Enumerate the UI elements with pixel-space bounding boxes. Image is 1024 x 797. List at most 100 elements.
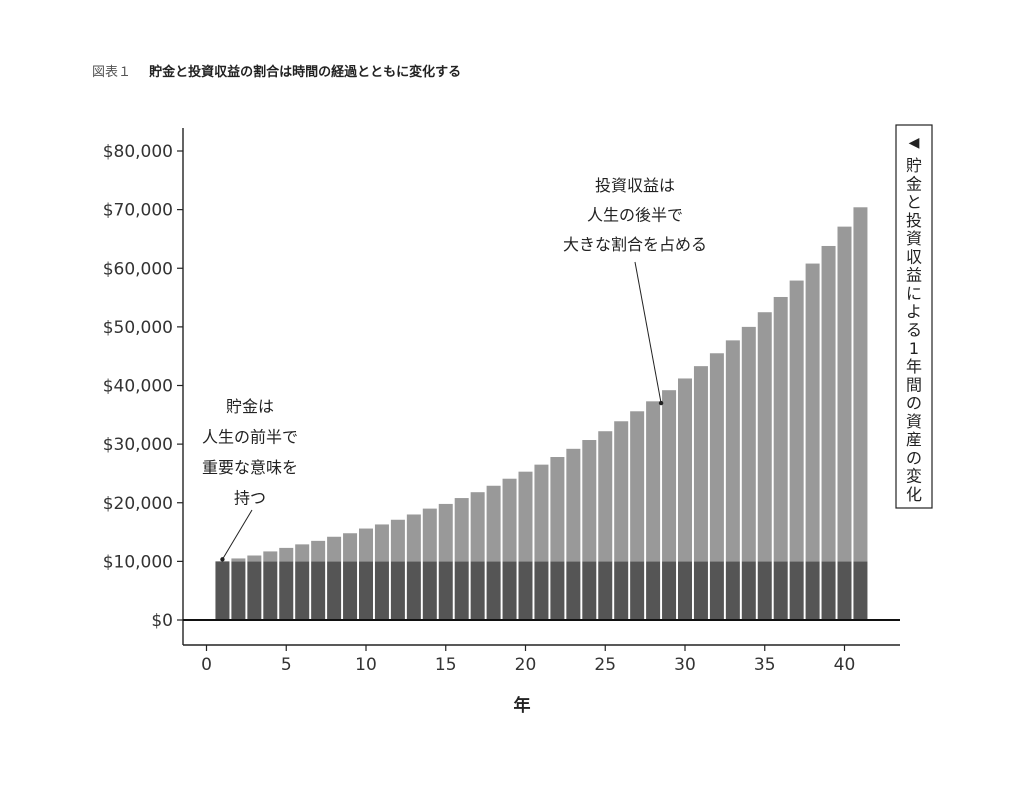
investment-bar [502, 478, 517, 562]
side-legend-char: 貯 [906, 156, 922, 175]
x-tick-label: 35 [754, 655, 776, 675]
investment-bar [454, 498, 469, 562]
annotation-text: 投資収益は人生の後半で大きな割合を占める [563, 176, 707, 254]
savings-bar [231, 561, 246, 621]
savings-bar [327, 561, 342, 621]
x-tick-label: 10 [355, 655, 377, 675]
investment-bar [390, 519, 405, 562]
savings-bar [630, 561, 645, 621]
investment-bar [247, 555, 262, 562]
savings-bar [534, 561, 549, 621]
savings-bar [390, 561, 405, 621]
side-legend-char: 資 [906, 229, 922, 248]
y-tick-label: $60,000 [103, 259, 173, 279]
savings-bar [741, 561, 756, 621]
side-legend-char: 益 [906, 266, 922, 285]
investment-bar [789, 280, 804, 562]
y-tick-label: $30,000 [103, 435, 173, 455]
investment-bar [725, 340, 740, 562]
savings-bar [279, 561, 294, 621]
annotation-leader-line [222, 509, 253, 560]
investment-bar [709, 353, 724, 562]
side-legend-char: 年 [906, 357, 922, 376]
savings-bar [709, 561, 724, 621]
y-tick-label: $0 [151, 611, 173, 631]
savings-bar [359, 561, 373, 621]
savings-bar [422, 561, 437, 621]
figure-title: 貯金と投資収益の割合は時間の経過とともに変化する [149, 65, 462, 80]
x-tick-label: 15 [435, 655, 457, 675]
savings-bar [757, 561, 772, 621]
side-legend-char: 化 [906, 485, 922, 504]
savings-bar [837, 561, 852, 621]
investment-bar [327, 536, 342, 562]
y-tick-label: $20,000 [103, 494, 173, 514]
savings-bar [438, 561, 453, 621]
savings-bar [470, 561, 485, 621]
savings-bar [678, 561, 692, 621]
investment-bar [693, 366, 708, 562]
side-legend-marker: ◀ [909, 135, 920, 151]
investment-bar [311, 540, 326, 562]
side-legend-char: る [906, 321, 922, 340]
side-legend-char: 金 [906, 174, 922, 193]
investment-bar [614, 421, 629, 562]
savings-bar [215, 561, 230, 621]
annotation-point [658, 400, 664, 406]
annotation-point [220, 557, 225, 562]
side-legend-char: の [906, 394, 922, 413]
investment-bar [438, 503, 453, 562]
side-legend-char: に [906, 284, 922, 303]
savings-bar [582, 561, 597, 621]
savings-bar [518, 561, 533, 621]
savings-bar [406, 561, 421, 621]
savings-bar [725, 561, 740, 621]
x-tick-label: 0 [201, 655, 212, 675]
investment-bar [662, 390, 677, 562]
savings-bar [614, 561, 629, 621]
bars-group [215, 207, 868, 621]
investment-bar [773, 296, 788, 562]
y-tick-label: $70,000 [103, 201, 173, 221]
y-tick-label: $80,000 [103, 142, 173, 162]
side-legend-char: よ [906, 302, 922, 321]
investment-bar [295, 544, 310, 562]
side-legend-char: 資 [906, 412, 922, 431]
savings-bar [789, 561, 804, 621]
y-tick-label: $10,000 [103, 552, 173, 572]
investment-bar [263, 551, 278, 562]
side-legend-box [895, 124, 933, 509]
investment-bar [470, 492, 485, 562]
savings-bar [662, 561, 677, 621]
x-tick-label: 25 [594, 655, 616, 675]
savings-bar [598, 561, 613, 621]
side-legend-char: 投 [906, 211, 922, 230]
investment-bar [837, 226, 852, 562]
savings-bar [263, 561, 278, 621]
investment-bar [598, 431, 613, 562]
investment-bar [343, 533, 358, 562]
annotation-leader-line [634, 261, 662, 404]
savings-bar [773, 561, 788, 621]
x-tick-label: 5 [281, 655, 292, 675]
investment-bar [422, 508, 437, 562]
side-legend-char: と [906, 193, 922, 212]
x-tick-label: 20 [515, 655, 537, 675]
investment-bar [646, 401, 661, 562]
investment-bar [534, 464, 549, 562]
investment-bar [741, 326, 756, 562]
savings-bar [374, 561, 389, 621]
savings-bar [311, 561, 326, 621]
savings-bar [502, 561, 517, 621]
investment-bar [374, 524, 389, 562]
savings-bar [853, 561, 868, 621]
investment-bar [821, 245, 836, 562]
y-tick-label: $40,000 [103, 377, 173, 397]
savings-bar [805, 561, 820, 621]
savings-bar [486, 561, 501, 621]
savings-bar [693, 561, 708, 621]
investment-bar [630, 411, 645, 562]
annotation-text: 貯金は人生の前半で重要な意味を持つ [202, 397, 298, 508]
